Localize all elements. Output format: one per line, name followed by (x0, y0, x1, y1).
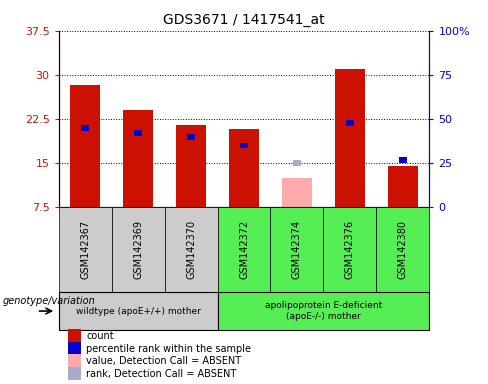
Text: wildtype (apoE+/+) mother: wildtype (apoE+/+) mother (76, 306, 201, 316)
Bar (229, 129, 259, 207)
Text: value, Detection Call = ABSENT: value, Detection Call = ABSENT (86, 356, 242, 366)
Text: genotype/variation: genotype/variation (2, 296, 95, 306)
Text: GDS3671 / 1417541_at: GDS3671 / 1417541_at (163, 13, 325, 27)
Text: GSM142376: GSM142376 (345, 220, 355, 279)
Text: GSM142369: GSM142369 (133, 220, 143, 279)
Bar (70, 86, 100, 207)
Bar (81, 125, 89, 131)
Bar (399, 157, 407, 162)
Text: percentile rank within the sample: percentile rank within the sample (86, 344, 251, 354)
Bar (335, 69, 365, 207)
Bar (388, 166, 418, 207)
Bar (346, 120, 354, 126)
Bar (187, 134, 195, 140)
Text: GSM142367: GSM142367 (80, 220, 90, 279)
Text: GSM142372: GSM142372 (239, 220, 249, 279)
Text: GSM142374: GSM142374 (292, 220, 302, 279)
Bar (177, 125, 205, 207)
Text: GSM142370: GSM142370 (186, 220, 196, 279)
Text: GSM142380: GSM142380 (398, 220, 408, 279)
Bar (293, 160, 301, 166)
Bar (283, 178, 311, 207)
Bar (241, 142, 247, 149)
Bar (134, 130, 142, 136)
Text: count: count (86, 331, 114, 341)
Text: apolipoprotein E-deficient
(apoE-/-) mother: apolipoprotein E-deficient (apoE-/-) mot… (265, 301, 382, 321)
Text: rank, Detection Call = ABSENT: rank, Detection Call = ABSENT (86, 369, 237, 379)
Bar (123, 110, 153, 207)
